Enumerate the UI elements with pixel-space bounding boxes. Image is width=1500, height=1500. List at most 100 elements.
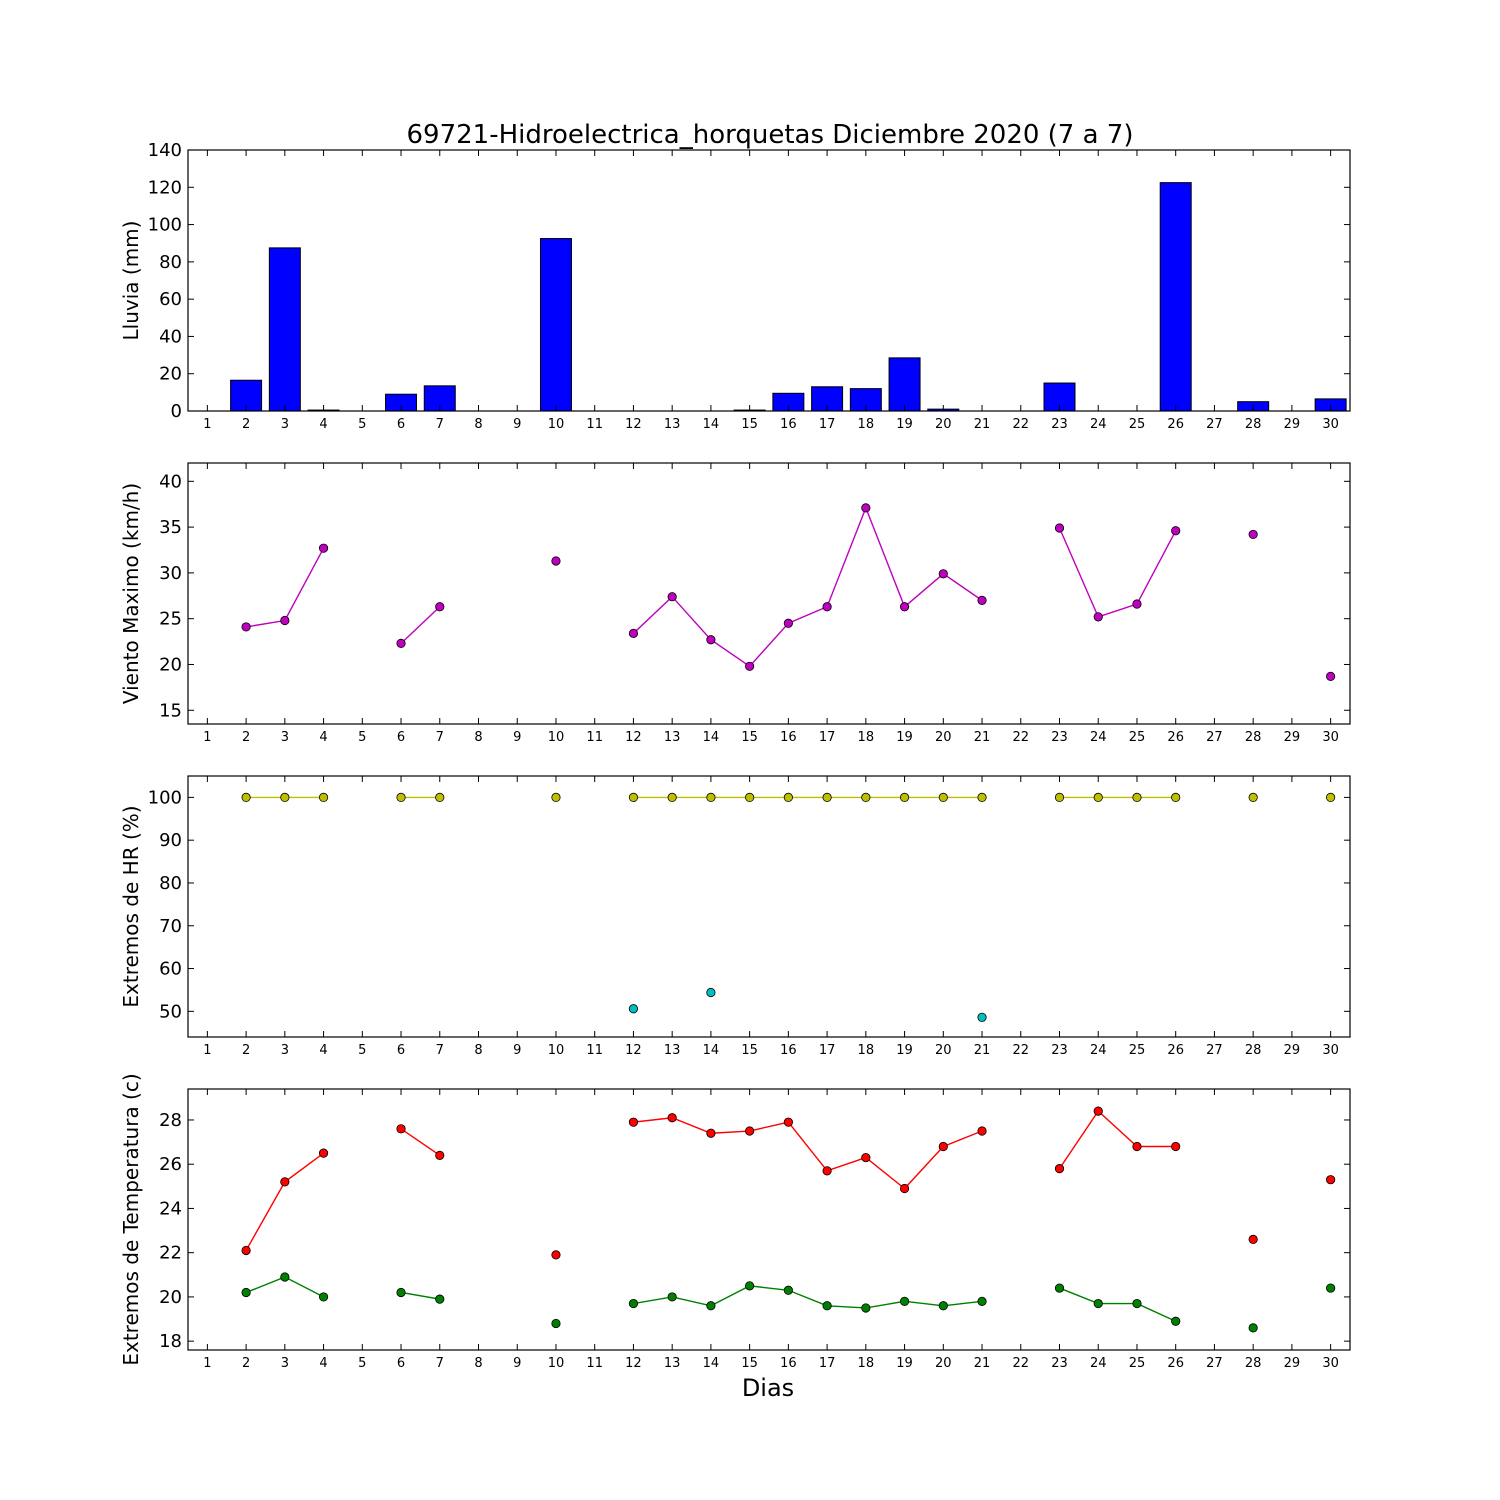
x-tick-label: 5	[358, 730, 366, 745]
y-tick-label: 30	[159, 563, 182, 584]
temp_min-point-day-25	[1132, 1298, 1142, 1309]
y-tick-label: 18	[159, 1331, 182, 1352]
hr_max-point-day-25	[1132, 792, 1142, 802]
y-tick-label: 28	[159, 1110, 182, 1131]
wind-point-day-15	[745, 661, 755, 671]
x-tick-label: 19	[896, 417, 913, 432]
temp_max-point-day-2	[241, 1245, 251, 1256]
x-tick-label: 9	[513, 417, 521, 432]
temp_min-point-day-12	[628, 1298, 639, 1309]
x-tick-label: 20	[935, 417, 952, 432]
temp_max-point-day-12	[628, 1117, 639, 1127]
wind-point-day-23	[1054, 523, 1065, 533]
x-tick-label: 5	[358, 1356, 366, 1371]
x-tick-label: 8	[474, 1356, 482, 1371]
temp_min-point-day-30	[1326, 1283, 1336, 1293]
x-tick-label: 25	[1129, 1043, 1146, 1058]
hr_max-point-day-14	[706, 792, 716, 802]
temp_max-point-day-13	[667, 1113, 677, 1123]
hr_max-point-day-26	[1171, 792, 1181, 802]
x-tick-label: 15	[741, 417, 758, 432]
y-tick-label: 0	[171, 401, 182, 422]
y-tick-label: 20	[159, 654, 182, 675]
wind-point-day-26	[1171, 526, 1181, 536]
x-tick-label: 13	[664, 1043, 681, 1058]
temp_max-point-day-23	[1054, 1164, 1065, 1174]
temp_max-point-day-18	[861, 1152, 871, 1163]
y-tick-label: 60	[159, 959, 182, 980]
hr_max-point-day-21	[977, 792, 987, 802]
temp_min-point-day-23	[1054, 1283, 1065, 1293]
panel-4: Extremos de Temperatura (c) 1820222426281…	[119, 1073, 1351, 1371]
hr_max-point-day-24	[1093, 792, 1103, 802]
x-tick-label: 12	[625, 1356, 642, 1371]
x-tick-label: 9	[513, 730, 521, 745]
temp_max-line-segment-4	[633, 1117, 983, 1190]
y-tick-label: 60	[159, 289, 182, 310]
x-tick-label: 17	[819, 730, 836, 745]
x-tick-label: 8	[474, 417, 482, 432]
temp_min-line-segment-5	[1059, 1287, 1176, 1322]
x-tick-label: 23	[1051, 417, 1068, 432]
x-tick-label: 13	[664, 1356, 681, 1371]
x-tick-label: 6	[397, 1356, 405, 1371]
x-tick-label: 4	[319, 1356, 327, 1371]
x-tick-label: 17	[819, 1356, 836, 1371]
x-tick-label: 12	[625, 1043, 642, 1058]
x-tick-label: 7	[436, 1356, 444, 1371]
temp_min-point-day-26	[1171, 1316, 1181, 1326]
hr_max-point-day-17	[822, 792, 832, 802]
x-tick-label: 20	[935, 730, 952, 745]
x-tick-label: 12	[625, 730, 642, 745]
bar-day-3	[268, 247, 301, 412]
x-tick-label: 30	[1322, 417, 1339, 432]
wind-point-day-6	[396, 638, 406, 649]
x-tick-label: 15	[741, 1356, 758, 1371]
x-tick-label: 19	[896, 1043, 913, 1058]
x-tick-label: 11	[586, 730, 603, 745]
x-tick-label: 28	[1245, 1043, 1262, 1058]
x-tick-label: 1	[203, 730, 211, 745]
axes-frame	[187, 1088, 1351, 1351]
y-axis-label: Lluvia (mm)	[119, 221, 143, 341]
temp_min-point-day-4	[318, 1292, 329, 1302]
y-axis-label: Extremos de Temperatura (c)	[119, 1073, 143, 1365]
x-tick-label: 4	[319, 730, 327, 745]
wind-line-segment-4	[632, 505, 983, 668]
x-tick-label: 6	[397, 730, 405, 745]
x-tick-label: 28	[1245, 417, 1262, 432]
y-axis-label: Viento Maximo (km/h)	[119, 483, 143, 704]
temp_min-line-segment-2	[400, 1291, 440, 1300]
axes-frame	[187, 149, 1351, 412]
hr_min-point-day-21	[977, 1012, 987, 1022]
hr_max-point-day-6	[396, 792, 406, 802]
y-tick-label: 24	[159, 1198, 182, 1219]
x-tick-label: 16	[780, 417, 797, 432]
temp_max-point-day-16	[783, 1117, 793, 1127]
temp_min-point-day-24	[1093, 1298, 1103, 1309]
y-axis-label: Extremos de HR (%)	[119, 805, 143, 1007]
temp_min-point-day-28	[1248, 1323, 1258, 1333]
hr_max-point-day-2	[241, 792, 251, 802]
x-tick-label: 20	[935, 1043, 952, 1058]
x-tick-label: 10	[548, 730, 565, 745]
x-tick-label: 6	[397, 417, 405, 432]
temp_max-point-day-19	[899, 1183, 910, 1194]
hr_max-point-day-30	[1326, 792, 1336, 802]
x-tick-label: 21	[974, 1356, 991, 1371]
x-tick-label: 11	[586, 417, 603, 432]
hr_min-point-day-12	[628, 1004, 639, 1014]
x-tick-label: 8	[474, 1043, 482, 1058]
x-tick-label: 7	[436, 1043, 444, 1058]
x-tick-label: 22	[1012, 1043, 1029, 1058]
hr_max-point-day-3	[280, 792, 290, 802]
x-tick-label: 7	[436, 730, 444, 745]
wind-point-day-25	[1132, 599, 1142, 609]
temp_max-point-day-7	[435, 1150, 445, 1160]
x-tick-label: 8	[474, 730, 482, 745]
x-tick-label: 29	[1284, 1356, 1301, 1371]
temp_max-point-day-24	[1093, 1106, 1103, 1116]
x-tick-label: 7	[436, 417, 444, 432]
x-tick-label: 2	[242, 417, 250, 432]
